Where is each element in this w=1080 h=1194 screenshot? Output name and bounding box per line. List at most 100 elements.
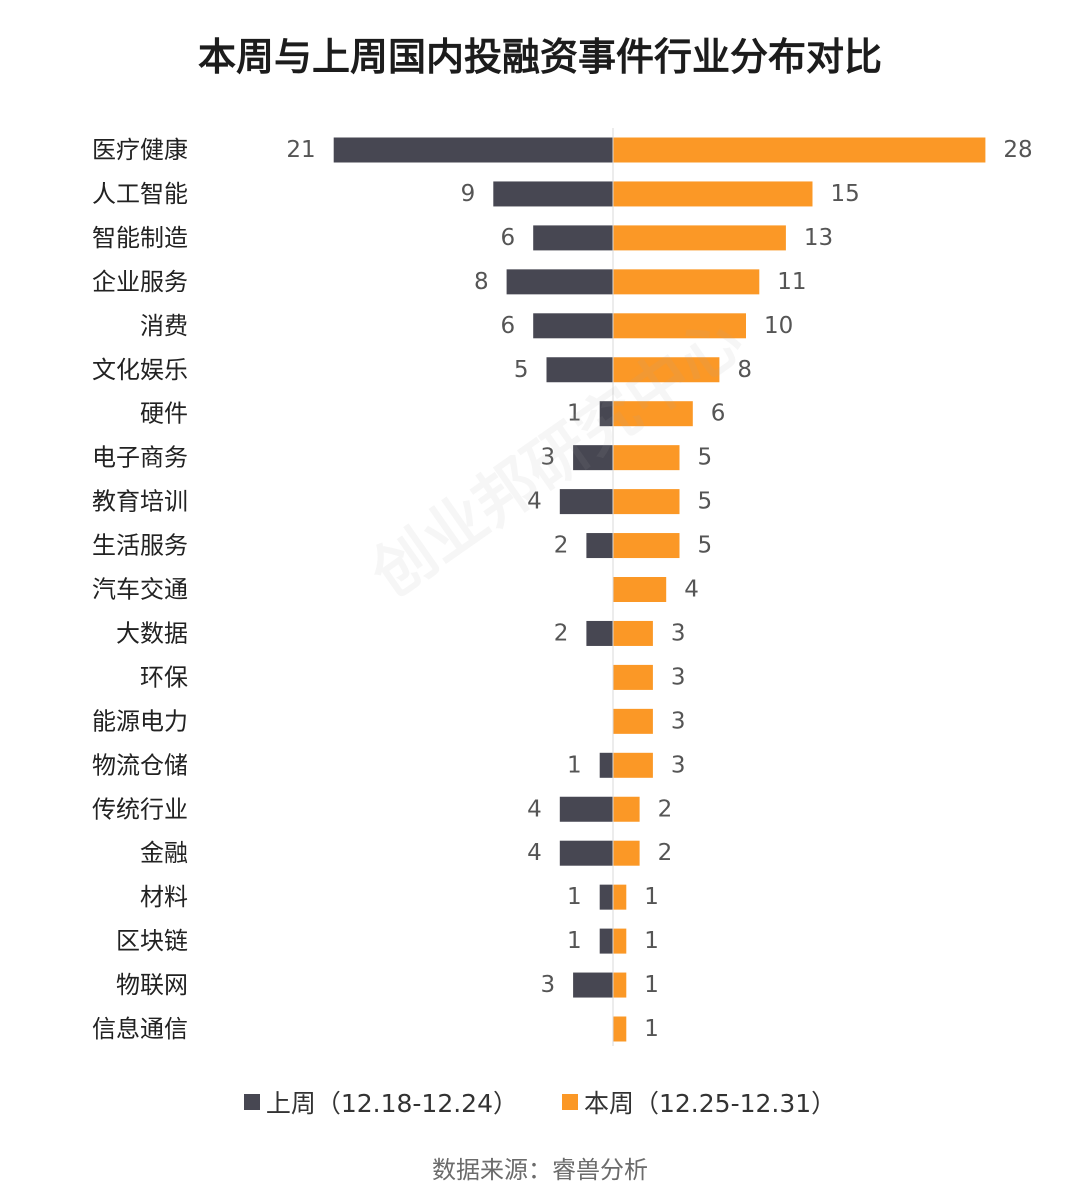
value-label-last-week: 3 [540, 445, 555, 471]
value-label-last-week: 4 [527, 840, 542, 866]
category-label: 金融 [140, 839, 188, 867]
value-label-last-week: 4 [527, 796, 542, 822]
bar-this-week [613, 1016, 627, 1042]
value-label-last-week: 9 [461, 181, 476, 207]
legend-swatch-last-week [243, 1094, 260, 1110]
value-label-this-week: 4 [684, 577, 699, 603]
bar-last-week [599, 928, 613, 954]
category-label: 人工智能 [92, 180, 188, 208]
value-label-this-week: 3 [671, 708, 686, 734]
category-label: 智能制造 [92, 224, 188, 252]
value-label-this-week: 3 [671, 752, 686, 778]
bar-last-week [559, 840, 613, 866]
value-label-this-week: 10 [764, 313, 793, 339]
value-label-this-week: 5 [698, 489, 713, 515]
value-label-last-week: 2 [554, 620, 569, 646]
category-label: 生活服务 [92, 532, 188, 560]
bar-last-week [533, 313, 613, 339]
bar-last-week [599, 401, 613, 427]
bar-last-week [546, 357, 613, 383]
value-label-this-week: 2 [658, 796, 673, 822]
legend-item-this-week: 本周（12.25-12.31） [562, 1084, 836, 1120]
value-label-this-week: 6 [711, 401, 726, 427]
category-label: 能源电力 [92, 707, 188, 735]
bar-last-week [599, 884, 613, 910]
value-label-this-week: 3 [671, 620, 686, 646]
bar-this-week [613, 181, 813, 207]
bar-this-week [613, 225, 786, 251]
category-label: 环保 [140, 663, 188, 691]
bar-last-week [493, 181, 613, 207]
bar-this-week [613, 884, 627, 910]
bar-this-week [613, 137, 986, 163]
value-label-this-week: 15 [831, 181, 860, 207]
bar-this-week [613, 445, 680, 471]
value-label-this-week: 28 [1003, 137, 1032, 163]
bar-last-week [333, 137, 613, 163]
category-label: 文化娱乐 [92, 356, 188, 384]
value-label-last-week: 5 [514, 357, 529, 383]
category-label: 物联网 [116, 971, 188, 999]
bar-this-week [613, 313, 746, 339]
bar-last-week [559, 796, 613, 822]
legend-item-last-week: 上周（12.18-12.24） [243, 1084, 518, 1120]
bar-last-week [506, 269, 613, 295]
bar-this-week [613, 664, 653, 690]
category-label: 大数据 [116, 619, 188, 647]
legend-label-this-week: 本周（12.25-12.31） [584, 1089, 837, 1118]
category-label: 材料 [140, 883, 188, 911]
value-label-last-week: 1 [567, 884, 582, 910]
bar-last-week [586, 533, 613, 559]
bar-this-week [613, 796, 640, 822]
bar-last-week [586, 620, 613, 646]
value-label-last-week: 1 [567, 401, 582, 427]
bar-this-week [613, 357, 720, 383]
category-label: 消费 [140, 312, 188, 340]
category-label: 医疗健康 [92, 136, 188, 164]
category-labels: 医疗健康人工智能智能制造企业服务消费文化娱乐硬件电子商务教育培训生活服务汽车交通… [92, 136, 188, 1043]
bar-this-week [613, 533, 680, 559]
value-label-last-week: 6 [501, 225, 516, 251]
value-label-last-week: 4 [527, 489, 542, 515]
category-label: 汽车交通 [92, 576, 188, 604]
bar-last-week [573, 972, 613, 998]
value-label-this-week: 11 [777, 269, 806, 295]
bar-this-week [613, 840, 640, 866]
bar-this-week [613, 489, 680, 515]
value-label-this-week: 3 [671, 664, 686, 690]
category-label: 物流仓储 [92, 751, 188, 779]
value-label-last-week: 8 [474, 269, 489, 295]
chart-title: 本周与上周国内投融资事件行业分布对比 [197, 35, 882, 79]
bar-this-week [613, 972, 627, 998]
value-label-last-week: 3 [540, 972, 555, 998]
bar-this-week [613, 928, 627, 954]
value-label-this-week: 1 [644, 884, 659, 910]
bar-this-week [613, 620, 653, 646]
value-label-last-week: 21 [286, 137, 315, 163]
category-label: 电子商务 [92, 444, 188, 472]
last-week-bars [333, 137, 613, 998]
legend-swatch-this-week [562, 1094, 578, 1110]
bar-last-week [559, 489, 613, 515]
legend-label-last-week: 上周（12.18-12.24） [265, 1089, 518, 1118]
category-label: 教育培训 [92, 488, 188, 516]
category-label: 传统行业 [92, 795, 188, 823]
value-label-last-week: 6 [501, 313, 516, 339]
category-label: 信息通信 [92, 1015, 188, 1043]
value-label-this-week: 2 [658, 840, 673, 866]
value-label-this-week: 5 [698, 445, 713, 471]
bar-this-week [613, 269, 760, 295]
bar-last-week [573, 445, 613, 471]
value-label-this-week: 1 [644, 928, 659, 954]
bar-last-week [533, 225, 613, 251]
category-label: 硬件 [140, 400, 188, 428]
legend: 上周（12.18-12.24） 本周（12.25-12.31） [0, 1084, 1080, 1120]
category-label: 区块链 [116, 927, 188, 955]
category-label: 企业服务 [92, 268, 188, 296]
bar-last-week [599, 752, 613, 778]
value-label-last-week: 2 [554, 533, 569, 559]
value-label-this-week: 5 [698, 533, 713, 559]
value-label-last-week: 1 [567, 928, 582, 954]
